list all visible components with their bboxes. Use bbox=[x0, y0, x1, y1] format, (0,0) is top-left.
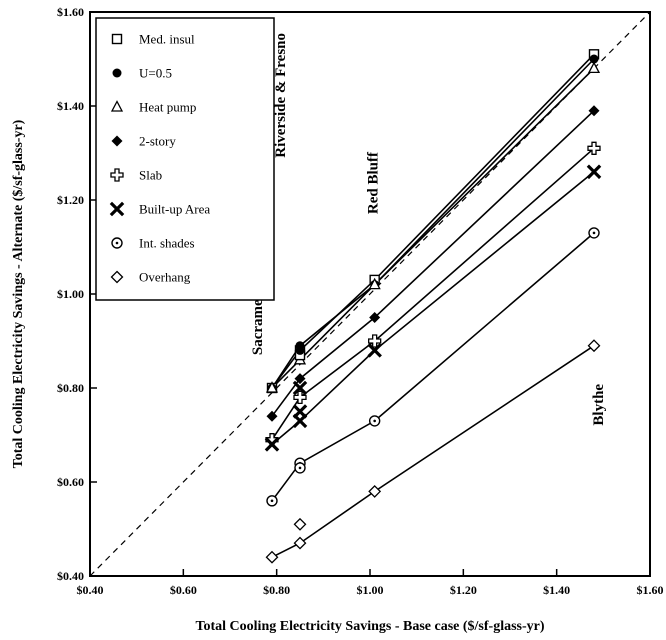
legend-label: Heat pump bbox=[139, 100, 196, 115]
city-label-red-bluff: Red Bluff bbox=[366, 151, 382, 214]
point-overhang bbox=[368, 484, 382, 498]
legend-marker-int-shades bbox=[111, 237, 123, 249]
x-axis-title: Total Cooling Electricity Savings - Base… bbox=[195, 619, 544, 634]
point-built-up-area bbox=[264, 437, 280, 452]
y-tick-label: $0.40 bbox=[57, 569, 84, 583]
x-tick-label: $1.20 bbox=[450, 583, 477, 597]
point-built-up-area bbox=[292, 413, 308, 429]
series-lines bbox=[271, 53, 595, 558]
legend-item-u-0-5: U=0.5 bbox=[112, 66, 172, 81]
legend-marker-overhang bbox=[110, 270, 124, 284]
x-tick-label: $1.00 bbox=[357, 583, 384, 597]
point-built-up-area bbox=[292, 404, 308, 419]
legend-marker-med-insul bbox=[111, 33, 123, 45]
legend-marker-slab bbox=[110, 168, 124, 182]
legend-label: Slab bbox=[139, 168, 162, 183]
legend-item-overhang: Overhang bbox=[110, 270, 191, 285]
y-tick-label: $0.80 bbox=[57, 381, 84, 395]
point-slab bbox=[587, 141, 601, 155]
point-u-0-5 bbox=[295, 345, 305, 355]
point-built-up-area bbox=[292, 380, 308, 396]
legend-label: U=0.5 bbox=[139, 66, 172, 81]
y-tick-label: $1.20 bbox=[57, 193, 84, 207]
legend-item-slab: Slab bbox=[110, 168, 162, 183]
series-line-int-shades bbox=[271, 232, 595, 502]
point-int-shades bbox=[266, 495, 278, 507]
y-tick-label: $1.00 bbox=[57, 287, 84, 301]
point-overhang bbox=[293, 517, 307, 531]
legend-marker-2-story bbox=[111, 135, 123, 147]
point-2-story bbox=[588, 105, 600, 117]
y-tick-label: $1.40 bbox=[57, 99, 84, 113]
legend-label: Int. shades bbox=[139, 236, 195, 251]
point-heat-pump bbox=[368, 277, 381, 290]
point-overhang bbox=[293, 536, 307, 550]
legend-label: Built-up Area bbox=[139, 202, 210, 217]
legend-marker-built-up-area bbox=[109, 201, 125, 217]
legend-label: Overhang bbox=[139, 270, 191, 285]
legend-label: 2-story bbox=[139, 134, 176, 149]
city-label-riverside-fresno: Riverside & Fresno bbox=[273, 33, 289, 158]
point-heat-pump bbox=[265, 381, 279, 393]
axis-ticks: $0.40 $0.60 $0.80 $1.00 $1.20 $1.40 $1.60 $0.40… bbox=[57, 5, 664, 597]
legend-item-int-shades: Int. shades bbox=[111, 236, 195, 251]
point-u-0-5 bbox=[589, 54, 599, 64]
y-axis-title: Total Cooling Electricity Savings - Alte… bbox=[11, 119, 26, 468]
y-tick-label: $0.60 bbox=[57, 475, 84, 489]
point-overhang bbox=[265, 550, 279, 564]
series-line-2-story bbox=[271, 110, 595, 417]
point-heat-pump bbox=[587, 61, 601, 74]
series-line-u-0-5 bbox=[271, 58, 595, 389]
legend-box bbox=[95, 17, 275, 301]
point-2-story bbox=[294, 373, 306, 385]
point-overhang bbox=[587, 339, 601, 353]
point-built-up-area bbox=[586, 164, 602, 180]
legend-item-med-insul: Med. insul bbox=[111, 32, 195, 47]
series-line-overhang bbox=[271, 345, 595, 558]
x-tick-label: $1.60 bbox=[637, 583, 664, 597]
series-markers bbox=[264, 49, 602, 564]
legend-label: Med. insul bbox=[139, 32, 195, 47]
point-int-shades bbox=[368, 415, 381, 427]
legend-marker-u-0-5 bbox=[112, 68, 122, 78]
legend-marker-heat-pump bbox=[110, 100, 124, 112]
series-line-built-up-area bbox=[271, 171, 595, 446]
legend-item-built-up-area: Built-up Area bbox=[109, 201, 210, 217]
point-slab bbox=[293, 390, 307, 405]
point-2-story bbox=[266, 410, 278, 422]
x-tick-label: $0.40 bbox=[77, 583, 104, 597]
x-tick-label: $0.60 bbox=[170, 583, 197, 597]
legend-item-heat-pump: Heat pump bbox=[110, 100, 196, 115]
legend-item-2-story: 2-story bbox=[111, 134, 176, 149]
y-tick-label: $1.60 bbox=[57, 5, 84, 19]
series-line-heat-pump bbox=[271, 67, 595, 389]
x-tick-label: $0.80 bbox=[263, 583, 290, 597]
point-int-shades bbox=[294, 462, 306, 474]
point-int-shades bbox=[588, 227, 600, 239]
point-built-up-area bbox=[367, 343, 382, 358]
legend: Med. insul U=0.5 Heat pump 2-story Slab Built… bbox=[109, 32, 210, 285]
point-2-story bbox=[369, 312, 381, 323]
city-label-blythe: Blythe bbox=[591, 384, 607, 426]
x-tick-label: $1.40 bbox=[543, 583, 570, 597]
series-line-slab bbox=[271, 147, 595, 441]
